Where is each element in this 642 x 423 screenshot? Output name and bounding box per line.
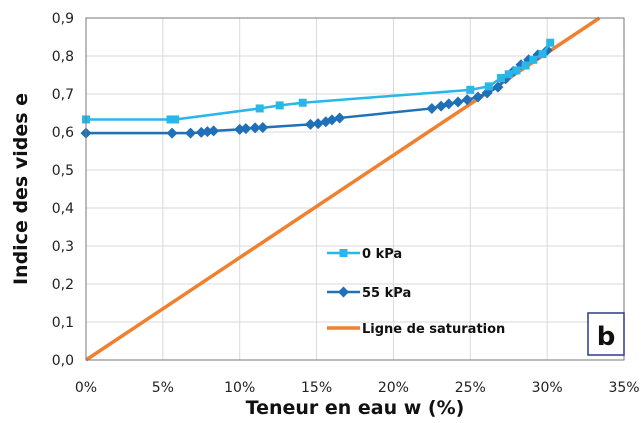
data-point [166,127,178,139]
y-axis-title: Indice des vides e [10,93,32,285]
data-point [472,91,484,103]
data-point [334,112,346,124]
x-tick-label: 25% [455,380,486,396]
y-tick-label: 0,4 [52,201,74,217]
legend-label: 0 kPa [362,247,402,262]
y-tick-label: 0,8 [52,49,74,65]
data-point [538,50,547,59]
data-point [497,74,506,83]
y-tick-label: 0,7 [52,87,74,103]
x-tick-label: 30% [532,380,563,396]
x-tick-label: 10% [224,380,255,396]
x-tick-labels: 0% 5% 10% 15% 20% 25% 30% 35% [75,380,640,396]
x-tick-label: 5% [152,380,174,396]
data-point [201,126,213,138]
data-point [426,102,438,114]
data-point [275,101,284,110]
data-point [171,115,180,124]
y-tick-label: 0,6 [52,125,74,141]
legend-label: 55 kPa [362,286,411,301]
panel-label: b [597,322,616,352]
data-point [452,96,464,108]
data-point [304,118,316,130]
y-tick-label: 0,1 [52,315,74,331]
data-point [492,81,504,93]
series-group [80,16,601,362]
data-point [546,38,555,47]
plot-frame [85,17,625,361]
data-point [249,122,261,134]
data-point [166,115,175,124]
data-point [240,123,252,135]
data-point [461,94,473,106]
data-point [312,118,324,130]
data-point [512,66,521,75]
data-point [298,98,307,107]
x-tick-label: 20% [378,380,409,396]
y-tick-label: 0,2 [52,277,74,293]
y-tick-label: 0,3 [52,239,74,255]
y-tick-labels: 0,0 0,1 0,2 0,3 0,4 0,5 0,6 0,7 0,8 0,9 [52,11,74,369]
legend: 0 kPa 55 kPa Ligne de saturation [327,247,505,337]
data-point [529,55,538,64]
y-tick-label: 0,0 [52,353,74,369]
x-tick-label: 15% [301,380,332,396]
legend-label: Ligne de saturation [362,322,505,337]
data-point [257,121,269,133]
y-tick-label: 0,9 [52,11,74,27]
x-tick-label: 0% [75,380,97,396]
data-point [208,125,220,137]
data-point [466,85,475,94]
data-point [185,127,197,139]
y-tick-label: 0,5 [52,163,74,179]
series-0 [82,38,555,124]
x-tick-label: 35% [608,380,639,396]
x-axis-title: Teneur en eau w (%) [246,397,465,419]
data-point [255,104,264,113]
data-point [326,114,338,126]
legend-marker [339,249,348,257]
data-point [521,61,530,70]
data-point [443,98,455,110]
legend-marker [338,286,349,298]
data-point [504,70,513,79]
data-point [484,82,493,91]
panel-label-box [587,312,625,356]
